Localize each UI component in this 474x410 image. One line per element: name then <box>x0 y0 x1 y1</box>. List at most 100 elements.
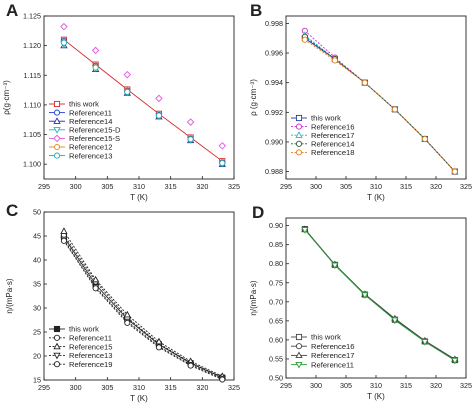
data-point <box>361 79 368 86</box>
legend-label: Reference15 <box>69 342 112 351</box>
data-point <box>60 22 68 31</box>
panel-letter-d: D <box>252 203 264 222</box>
legend-label: Reference11 <box>69 108 112 117</box>
series-line <box>63 236 223 379</box>
data-point <box>91 46 100 55</box>
legend-label: this work <box>311 333 341 342</box>
legend-swatch-marker <box>295 343 303 350</box>
data-point <box>60 227 68 234</box>
series-line <box>63 39 223 162</box>
series-c-4 <box>60 237 226 383</box>
legend-label: Reference15-D <box>69 126 121 135</box>
data-point <box>331 57 338 64</box>
y-tick-label: 50 <box>33 208 41 217</box>
data-point <box>218 142 227 150</box>
legend-label: Reference19 <box>69 360 112 369</box>
x-tick-label: 310 <box>370 381 382 390</box>
data-point <box>91 275 100 283</box>
series-c-2 <box>60 227 226 379</box>
y-tick-label: 0.996 <box>265 49 283 58</box>
y-tick-label: 0.90 <box>269 221 283 230</box>
legend-swatch-marker <box>53 100 61 108</box>
legend-swatch-marker <box>53 134 61 143</box>
x-tick-label: 295 <box>38 182 50 191</box>
y-tick-label: 0.65 <box>269 316 283 325</box>
panel-letter-c: C <box>6 201 18 220</box>
y-tick-label: 1.120 <box>23 41 41 50</box>
legend-swatch-marker <box>53 334 61 341</box>
x-tick-label: 310 <box>370 182 382 191</box>
data-point <box>92 64 99 71</box>
legend-swatch-marker <box>295 123 303 130</box>
x-tick-label: 320 <box>430 182 442 191</box>
series-line <box>63 234 223 378</box>
legend-swatch-marker <box>53 342 61 350</box>
legend-swatch-marker <box>53 152 61 159</box>
series-line <box>304 36 456 172</box>
legend-swatch-marker <box>295 351 303 359</box>
legend-d: this workReference16Reference17Reference… <box>291 333 354 369</box>
panel-a: A 295 300 305 310 315 320 325 1.100 1.105 1.110 1.1… <box>2 1 240 202</box>
series-line <box>63 230 223 377</box>
legend-swatch-marker <box>53 117 61 124</box>
series-b-4 <box>301 36 458 175</box>
y-tick-label: 0.990 <box>265 137 283 146</box>
data-point <box>421 135 428 143</box>
legend-label: Reference13 <box>69 151 112 160</box>
x-tick-label: 315 <box>400 381 412 390</box>
y-tick-label: 0.60 <box>269 335 283 344</box>
x-tick-label: 325 <box>460 381 472 390</box>
x-tick-label: 300 <box>310 381 322 390</box>
legend-label: Reference14 <box>311 140 354 149</box>
y-axis-title-a: ρ(g·cm⁻³) <box>2 80 11 115</box>
series-a-6 <box>60 39 226 167</box>
series-line <box>304 229 456 361</box>
legend-b: this workReference16Reference17Reference… <box>291 114 354 157</box>
legend-label: Reference16 <box>311 342 354 351</box>
x-tick-label: 320 <box>196 383 208 392</box>
legend-swatch-marker <box>53 325 61 333</box>
data-point <box>124 319 131 326</box>
data-point <box>361 292 369 299</box>
y-tick-label: 1.115 <box>24 71 41 80</box>
panel-d: D 295 300 305 310 315 320 325 0.50 0.55 0.60 0.65 0.… <box>249 203 472 401</box>
y-tick-label: 40 <box>33 256 41 265</box>
legend-label: Reference16 <box>311 122 354 131</box>
x-tick-label: 300 <box>70 383 82 392</box>
y-tick-label: 0.55 <box>269 354 283 363</box>
x-tick-label: 300 <box>310 182 322 191</box>
y-tick-label: 0.998 <box>265 19 283 28</box>
y-tick-label: 45 <box>33 232 41 241</box>
x-axis-title-b: T (K) <box>367 193 385 202</box>
legend-label: this work <box>69 325 99 334</box>
legend-swatch-marker <box>53 109 61 116</box>
y-tick-label: 1.105 <box>23 130 41 139</box>
data-point <box>451 357 459 365</box>
panel-letter-a: A <box>6 1 18 20</box>
legend-label: Reference11 <box>69 334 112 343</box>
x-tick-label: 315 <box>165 182 177 191</box>
y-tick-label: 15 <box>33 376 41 385</box>
y-axis-title-c: η/(mPa·s) <box>5 278 14 313</box>
series-line <box>63 239 223 380</box>
y-tick-label: 0.992 <box>265 108 283 117</box>
x-tick-label: 320 <box>196 182 208 191</box>
x-axis-title-d: T (K) <box>367 392 385 401</box>
y-tick-label: 30 <box>33 304 41 313</box>
x-tick-label: 305 <box>101 182 113 191</box>
legend-swatch-marker <box>295 140 303 147</box>
y-tick-label: 1.110 <box>24 100 41 109</box>
x-tick-label: 295 <box>38 383 50 392</box>
data-point <box>123 70 132 79</box>
y-axis-title-b: ρ (g·cm⁻³) <box>249 79 258 116</box>
data-point <box>219 159 226 167</box>
x-tick-label: 315 <box>165 383 177 392</box>
data-point <box>60 39 68 46</box>
legend-a: this workReference11Reference14Reference… <box>49 100 121 160</box>
data-point <box>187 136 194 143</box>
legend-label: this work <box>311 114 341 123</box>
y-tick-label: 0.988 <box>265 167 283 176</box>
data-point <box>421 339 429 346</box>
